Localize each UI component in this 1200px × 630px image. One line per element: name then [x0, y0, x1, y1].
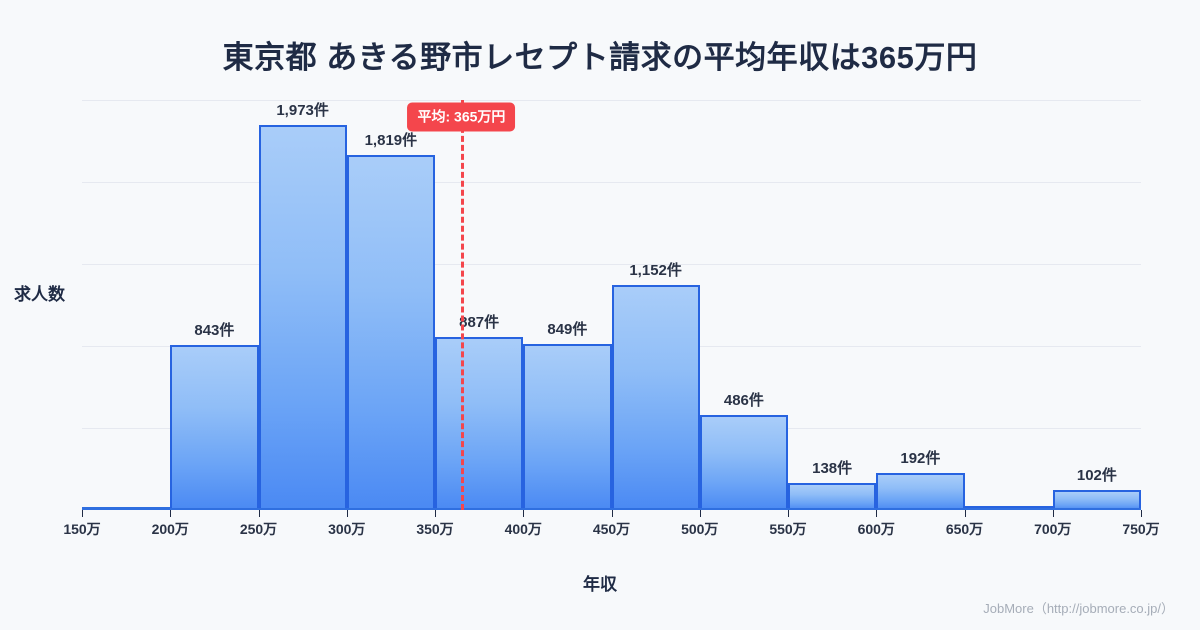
- bar-value-label: 1,152件: [629, 262, 682, 280]
- x-tick-label: 600万: [857, 521, 895, 537]
- bar[interactable]: [346, 154, 435, 510]
- tick-mark: [523, 510, 525, 517]
- bar[interactable]: [611, 285, 700, 510]
- x-tick-label: 450万: [592, 521, 631, 537]
- x-tick-label: 700万: [1034, 521, 1072, 537]
- x-tick-label: 750万: [1122, 521, 1160, 537]
- bar[interactable]: [435, 336, 524, 510]
- tick-mark: [435, 510, 436, 517]
- bar-value-label: 102件: [1076, 467, 1117, 485]
- tick-mark: [611, 510, 613, 517]
- bar[interactable]: [170, 345, 259, 510]
- bar-value-label: 887件: [459, 313, 500, 331]
- bar[interactable]: [258, 124, 347, 510]
- bar-value-label: 843件: [194, 322, 235, 340]
- bar[interactable]: [788, 483, 877, 510]
- average-line: [461, 100, 465, 510]
- tick-mark: [876, 510, 878, 517]
- bar-value-label: 1,973件: [276, 101, 329, 119]
- tick-mark: [788, 510, 789, 517]
- x-tick-label: 250万: [239, 521, 278, 537]
- x-tick-label: 150万: [63, 521, 101, 537]
- page-title: 東京都 あきる野市レセプト請求の平均年収は365万円: [222, 40, 978, 75]
- bar-value-label: 849件: [547, 321, 588, 339]
- bar-value-label: 138件: [812, 460, 853, 478]
- gridline: [82, 264, 1141, 265]
- plot-area: 843件 1,973件 1,819件 887件 849件 1,152件 486件 138件 19…: [82, 100, 1141, 510]
- x-tick-label: 200万: [151, 521, 189, 537]
- x-tick-label: 500万: [681, 521, 719, 537]
- tick-mark: [170, 510, 172, 517]
- bar[interactable]: [876, 472, 965, 510]
- bar[interactable]: [523, 344, 612, 510]
- tick-mark: [258, 510, 260, 517]
- tick-mark: [1141, 510, 1142, 517]
- average-badge: 平均: 365万円: [407, 102, 516, 132]
- credit-text: JobMore（http://jobmore.co.jp/）: [983, 601, 1174, 616]
- x-tick-label: 350万: [416, 521, 454, 537]
- tick-mark: [82, 510, 83, 517]
- bar[interactable]: [1052, 490, 1141, 510]
- gridline: [82, 182, 1141, 183]
- tick-mark: [346, 510, 348, 517]
- tick-mark: [1052, 510, 1054, 517]
- x-axis-line: [82, 508, 1141, 510]
- bar-value-label: 192件: [900, 449, 941, 467]
- x-tick-label: 400万: [504, 521, 542, 537]
- x-tick-label: 300万: [328, 521, 366, 537]
- gridline: [82, 100, 1141, 101]
- tick-mark: [699, 510, 701, 517]
- bar[interactable]: [699, 415, 788, 510]
- tick-mark: [964, 510, 966, 517]
- bars-layer: 843件 1,973件 1,819件 887件 849件 1,152件 486件 138件 19…: [82, 100, 1141, 510]
- bar-value-label: 1,819件: [364, 131, 418, 149]
- bar-value-label: 486件: [723, 392, 764, 410]
- x-tick-label: 550万: [769, 521, 807, 537]
- x-tick-label: 650万: [945, 521, 984, 537]
- y-axis-title: 求人数: [14, 285, 65, 304]
- x-axis-title: 年収: [583, 575, 617, 594]
